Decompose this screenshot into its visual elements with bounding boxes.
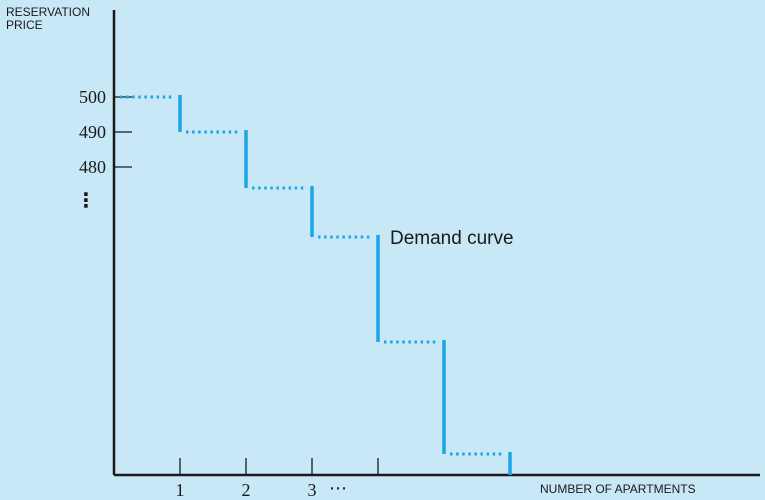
y-axis-label: RESERVATION PRICE [6, 6, 90, 32]
x-axis-label: NUMBER OF APARTMENTS [540, 482, 696, 496]
y-axis-label-line2: PRICE [6, 18, 43, 32]
y-tick-label-500: 500 [79, 87, 106, 107]
x-tick-label-1: 1 [176, 480, 185, 500]
x-tick-label-3: 3 [308, 480, 317, 500]
y-axis-label-line1: RESERVATION [6, 5, 91, 19]
y-axis-ellipsis: ⋮ [76, 188, 96, 212]
y-tick-label-480: 480 [79, 157, 106, 177]
y-tick-label-490: 490 [79, 122, 106, 142]
x-axis-ellipsis: ⋯ [329, 478, 347, 499]
x-tick-label-2: 2 [242, 480, 251, 500]
demand-curve-label: Demand curve [390, 228, 514, 249]
